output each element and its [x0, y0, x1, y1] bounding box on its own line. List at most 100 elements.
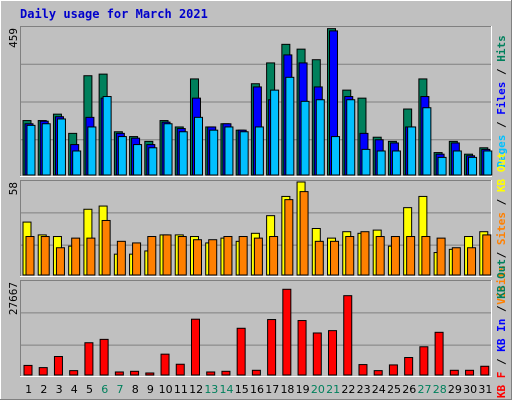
day-label-9: 9	[147, 383, 154, 396]
bar-kb-f-day-14	[221, 370, 231, 376]
bar-kb-f-day-25	[388, 364, 398, 376]
bar-kb-f-day-6	[99, 338, 109, 376]
panel-1-legend-label: Pages / Files / Hits	[495, 35, 508, 168]
bar-kb-f-day-3	[53, 356, 63, 376]
bar-sites-day-19	[299, 191, 309, 276]
day-label-6: 6	[101, 383, 108, 396]
bar-pages-day-22	[346, 99, 356, 176]
day-label-5: 5	[86, 383, 93, 396]
day-label-25: 25	[387, 383, 401, 396]
bar-kb-f-day-18	[282, 288, 292, 376]
bar-pages-day-25	[391, 150, 401, 176]
bar-sites-day-1	[25, 236, 35, 276]
bar-kb-f-day-21	[328, 330, 338, 376]
bar-pages-day-10	[163, 123, 173, 176]
day-label-21: 21	[326, 383, 340, 396]
day-label-8: 8	[132, 383, 139, 396]
bar-pages-day-16	[254, 126, 264, 176]
day-label-19: 19	[296, 383, 310, 396]
bar-sites-day-31	[482, 234, 492, 276]
day-label-10: 10	[159, 383, 173, 396]
panel-2-ymax-label: 58	[7, 182, 20, 195]
bar-sites-day-20	[314, 240, 324, 276]
bar-sites-day-26	[406, 236, 416, 276]
day-label-24: 24	[372, 383, 386, 396]
bar-kb-f-day-27	[419, 346, 429, 376]
bar-pages-day-9	[148, 147, 158, 176]
bar-kb-f-day-4	[69, 370, 79, 376]
bar-kb-f-day-1	[23, 364, 33, 376]
legend-separator: /	[495, 352, 508, 372]
bar-sites-day-18	[284, 199, 294, 276]
bar-sites-day-2	[40, 236, 50, 276]
bar-sites-day-6	[101, 219, 111, 276]
day-label-26: 26	[402, 383, 416, 396]
bar-pages-day-19	[300, 100, 310, 176]
bar-pages-day-2	[41, 123, 51, 176]
bar-pages-day-5	[87, 126, 97, 176]
bar-kb-f-day-12	[190, 318, 200, 376]
day-label-3: 3	[56, 383, 63, 396]
day-label-2: 2	[40, 383, 47, 396]
bar-sites-day-25	[390, 236, 400, 276]
panel-2-legend-label: Visits / Sites / KB Out	[495, 152, 508, 304]
panel-1-ymax-label: 459	[7, 28, 20, 48]
bar-kb-f-day-23	[358, 364, 368, 376]
legend-pages: Pages	[495, 135, 508, 168]
day-label-14: 14	[220, 383, 234, 396]
legend-separator: /	[495, 62, 508, 82]
bar-sites-day-30	[467, 247, 477, 276]
bar-kb-f-day-2	[38, 367, 48, 376]
day-label-4: 4	[71, 383, 78, 396]
bar-pages-day-1	[26, 124, 36, 176]
bar-kb-f-day-8	[130, 370, 140, 376]
day-label-18: 18	[280, 383, 294, 396]
bar-pages-day-8	[133, 144, 143, 176]
bar-kb-f-day-26	[404, 357, 414, 376]
bar-pages-day-14	[224, 126, 234, 176]
bar-sites-day-12	[192, 239, 202, 276]
legend-hits: Hits	[495, 35, 508, 62]
bar-pages-day-6	[102, 96, 112, 176]
bar-sites-day-11	[177, 236, 187, 276]
bar-pages-day-26	[407, 126, 417, 176]
bar-kb-f-day-19	[297, 320, 307, 376]
day-label-17: 17	[265, 383, 279, 396]
day-label-15: 15	[235, 383, 249, 396]
bar-kb-f-day-5	[84, 342, 94, 376]
panel-3-background	[20, 280, 492, 377]
bar-sites-day-10	[162, 234, 172, 276]
day-label-13: 13	[204, 383, 218, 396]
bar-sites-day-24	[375, 236, 385, 276]
day-label-29: 29	[448, 383, 462, 396]
bar-kb-f-day-7	[114, 371, 124, 376]
bar-sites-day-5	[86, 237, 96, 276]
day-label-20: 20	[311, 383, 325, 396]
legend-separator: /	[495, 245, 508, 265]
bar-pages-day-24	[376, 150, 386, 176]
day-label-11: 11	[174, 383, 188, 396]
panel-3-legend-label: KB F / KB In / KB Out	[495, 259, 508, 398]
bar-kb-f-day-16	[251, 369, 261, 376]
day-label-16: 16	[250, 383, 264, 396]
bar-pages-day-7	[117, 136, 127, 176]
day-label-23: 23	[357, 383, 371, 396]
bar-pages-day-20	[315, 99, 325, 176]
legend-files: Files	[495, 82, 508, 115]
bar-kb-f-day-17	[267, 319, 277, 376]
bar-sites-day-21	[330, 240, 340, 276]
bar-sites-day-13	[208, 239, 218, 276]
day-label-7: 7	[116, 383, 123, 396]
legend-separator: /	[495, 299, 508, 319]
bar-pages-day-30	[468, 156, 478, 176]
legend-visits: Visits	[495, 265, 508, 305]
day-label-28: 28	[433, 383, 447, 396]
bar-sites-day-23	[360, 231, 370, 276]
bar-sites-day-17	[269, 236, 279, 276]
day-label-1: 1	[25, 383, 32, 396]
bar-pages-day-23	[361, 148, 371, 176]
bar-kb-f-day-15	[236, 327, 246, 376]
day-label-22: 22	[341, 383, 355, 396]
